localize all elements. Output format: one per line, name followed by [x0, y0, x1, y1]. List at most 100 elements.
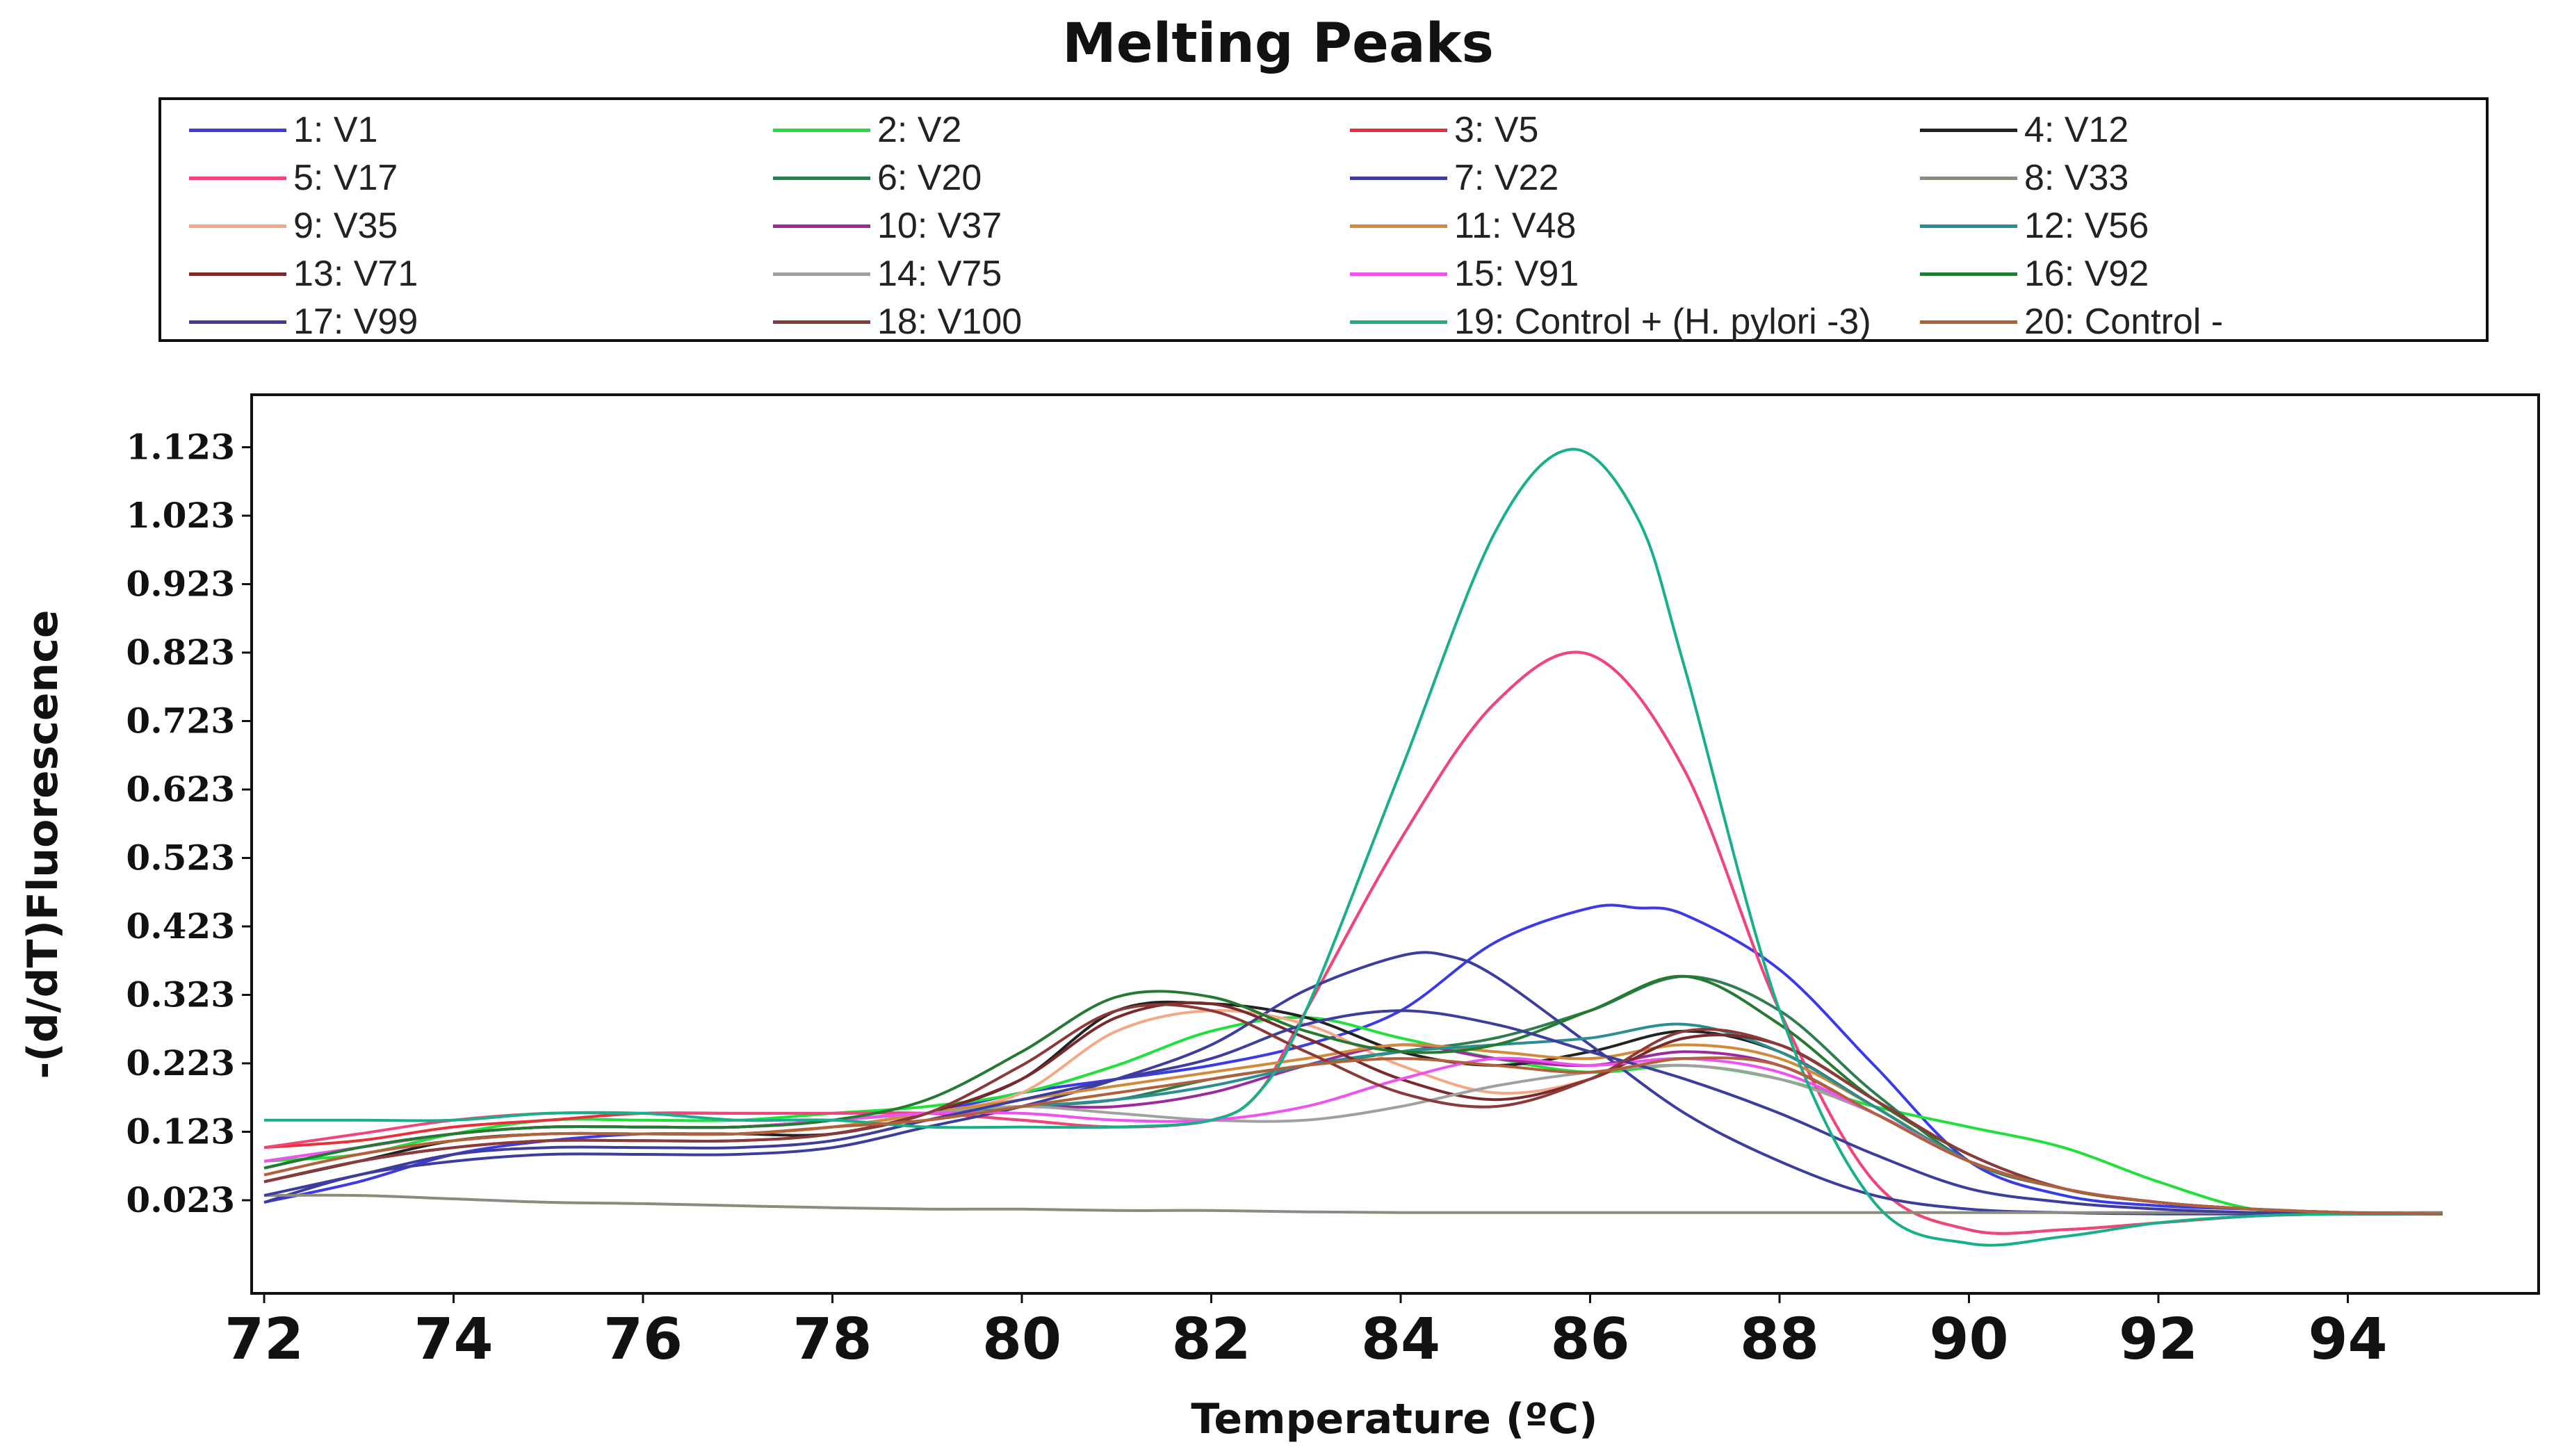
- series-line: [263, 974, 2443, 1216]
- legend-item: 6: V20: [773, 154, 982, 202]
- legend-swatch: [1920, 128, 2017, 132]
- y-tick-label: 0.023: [126, 1179, 235, 1220]
- chart-title: Melting Peaks: [1062, 13, 1494, 75]
- legend-swatch: [773, 176, 870, 180]
- legend-swatch: [1920, 224, 2017, 228]
- legend-swatch: [1920, 320, 2017, 324]
- y-tick-label: 1.123: [126, 427, 235, 468]
- legend-swatch: [1350, 320, 1447, 324]
- legend-label: 17: V99: [293, 302, 418, 342]
- legend-item: 10: V37: [773, 202, 1002, 250]
- series-line: [263, 1043, 2443, 1216]
- legend-item: 13: V71: [189, 250, 418, 298]
- chart-legend: 1: V1 2: V2 3: V5 4: V12 5: V17 6: V20 7: V22 8…: [158, 97, 2489, 342]
- x-tick-label: 82: [1171, 1307, 1251, 1373]
- legend-label: 6: V20: [877, 158, 982, 198]
- legend-label: 2: V2: [877, 110, 962, 150]
- x-axis: 72 74 76 78 80 82 84 86 88 90 92 94: [225, 1293, 2388, 1373]
- legend-label: 11: V48: [1454, 206, 1577, 246]
- legend-label: 1: V1: [293, 110, 378, 150]
- legend-swatch: [1350, 128, 1447, 132]
- legend-item: 17: V99: [189, 297, 418, 346]
- legend-label: 7: V22: [1454, 158, 1559, 198]
- legend-label: 14: V75: [877, 254, 1002, 294]
- x-tick-label: 90: [1929, 1307, 2008, 1373]
- legend-label: 15: V91: [1454, 254, 1579, 294]
- series-line: [263, 1043, 2443, 1216]
- legend-swatch: [1920, 176, 2017, 180]
- legend-label: 4: V12: [2024, 110, 2129, 150]
- legend-label: 16: V92: [2024, 254, 2149, 294]
- legend-swatch: [1920, 272, 2017, 276]
- legend-item: 9: V35: [189, 202, 398, 250]
- x-tick-label: 92: [2119, 1307, 2198, 1373]
- legend-item: 8: V33: [1920, 154, 2128, 202]
- series-line: [263, 1193, 2443, 1214]
- legend-item: 1: V1: [189, 106, 377, 154]
- x-tick-label: 78: [792, 1307, 872, 1373]
- y-axis-label: -(d/dT)Fluorescence: [19, 610, 67, 1079]
- legend-swatch: [189, 320, 286, 324]
- legend-item: 16: V92: [1920, 250, 2149, 298]
- series-line: [263, 951, 2443, 1216]
- legend-item: 20: Control -: [1920, 297, 2223, 346]
- x-tick-label: 74: [414, 1307, 493, 1373]
- legend-label: 5: V17: [293, 158, 398, 198]
- series-line: [264, 448, 2443, 1247]
- y-tick-label: 0.623: [126, 769, 235, 810]
- legend-swatch: [1350, 176, 1447, 180]
- legend-label: 8: V33: [2024, 158, 2129, 198]
- legend-label: 20: Control -: [2024, 302, 2224, 342]
- x-axis-label: Temperature (ºC): [1191, 1395, 1597, 1443]
- series-line: [263, 974, 2443, 1216]
- x-tick-label: 72: [225, 1307, 304, 1373]
- legend-swatch: [189, 272, 286, 276]
- y-tick-label: 0.523: [126, 837, 235, 878]
- y-tick-label: 0.423: [126, 906, 235, 947]
- legend-label: 10: V37: [877, 206, 1002, 246]
- y-tick-label: 0.323: [126, 974, 235, 1015]
- legend-swatch: [1350, 272, 1447, 276]
- y-tick-label: 0.823: [126, 632, 235, 673]
- legend-item: 12: V56: [1920, 202, 2149, 250]
- series-line: [263, 1009, 2443, 1216]
- y-tick-label: 0.123: [126, 1111, 235, 1152]
- legend-swatch: [189, 128, 286, 132]
- legend-item: 3: V5: [1350, 106, 1538, 154]
- y-tick-label: 0.923: [126, 564, 235, 605]
- legend-label: 19: Control + (H. pylori -3): [1454, 302, 1871, 342]
- x-tick-label: 76: [603, 1307, 683, 1373]
- series-layer: [263, 448, 2443, 1247]
- legend-swatch: [189, 176, 286, 180]
- legend-item: 19: Control + (H. pylori -3): [1350, 297, 1871, 346]
- legend-label: 13: V71: [293, 254, 418, 294]
- legend-item: 2: V2: [773, 106, 961, 154]
- legend-swatch: [1350, 224, 1447, 228]
- y-tick-label: 0.723: [126, 701, 235, 742]
- legend-swatch: [773, 128, 870, 132]
- legend-label: 9: V35: [293, 206, 398, 246]
- legend-swatch: [773, 272, 870, 276]
- legend-item: 4: V12: [1920, 106, 2128, 154]
- legend-item: 18: V100: [773, 297, 1022, 346]
- legend-label: 3: V5: [1454, 110, 1539, 150]
- series-line: [263, 651, 2443, 1235]
- legend-item: 7: V22: [1350, 154, 1558, 202]
- legend-item: 5: V17: [189, 154, 398, 202]
- x-tick-label: 86: [1550, 1307, 1629, 1373]
- x-tick-label: 94: [2308, 1307, 2387, 1373]
- series-line: [263, 1000, 2443, 1216]
- legend-label: 18: V100: [877, 302, 1023, 342]
- legend-swatch: [773, 320, 870, 324]
- legend-item: 14: V75: [773, 250, 1002, 298]
- x-tick-label: 88: [1740, 1307, 1819, 1373]
- y-tick-label: 0.223: [126, 1042, 235, 1083]
- x-tick-label: 84: [1361, 1307, 1440, 1373]
- legend-swatch: [189, 224, 286, 228]
- series-line: [263, 1056, 2443, 1216]
- legend-item: 11: V48: [1350, 202, 1576, 250]
- legend-item: 15: V91: [1350, 250, 1579, 298]
- series-line: [263, 1015, 2443, 1216]
- y-tick-label: 1.023: [126, 495, 235, 536]
